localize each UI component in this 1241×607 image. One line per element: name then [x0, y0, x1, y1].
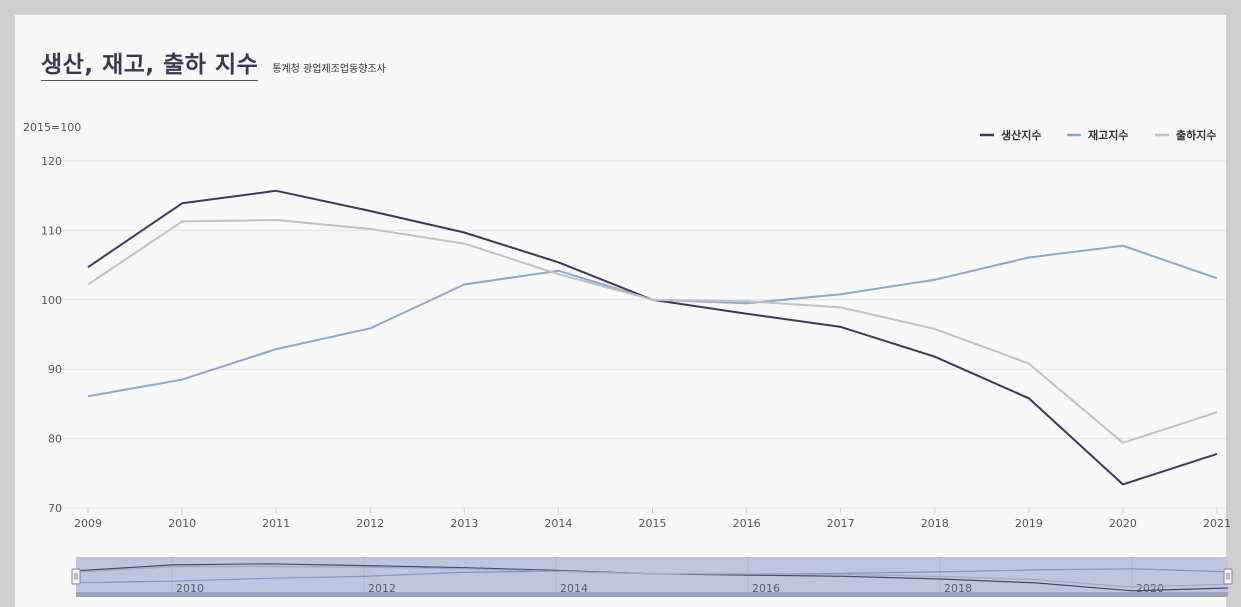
navigator-tick-label: 2020 [1136, 582, 1164, 595]
y-tick-label: 120 [41, 155, 62, 168]
x-tick-label: 2019 [1015, 517, 1043, 530]
chart-title: 생산, 재고, 출하 지수 [41, 45, 259, 81]
navigator-tick-label: 2014 [560, 582, 588, 595]
navigator-tick-label: 2012 [368, 582, 396, 595]
x-tick-label: 2014 [544, 517, 572, 530]
y-tick-label: 90 [48, 363, 62, 376]
series-line [87, 219, 1218, 444]
series-line [87, 244, 1218, 398]
x-tick-label: 2020 [1109, 517, 1137, 530]
y-unit-label: 2015=100 [23, 121, 81, 134]
x-tick-label: 2011 [262, 517, 290, 530]
x-tick-label: 2017 [827, 517, 855, 530]
navigator-series-line [75, 565, 1229, 588]
navigator-selection[interactable] [76, 557, 1228, 597]
y-tick-label: 110 [41, 224, 62, 237]
navigator-left-handle[interactable] [71, 568, 81, 585]
navigator-tick-label: 2010 [176, 582, 204, 595]
x-tick-label: 2009 [74, 517, 102, 530]
x-tick-label: 2012 [356, 517, 384, 530]
legend-item-label[interactable]: 재고지수 [1088, 128, 1128, 142]
legend-item-label[interactable]: 생산지수 [1001, 128, 1041, 142]
navigator-tick-label: 2016 [752, 582, 780, 595]
header: 생산, 재고, 출하 지수 통계청 광업제조업동향조사 [41, 45, 386, 81]
x-tick-label: 2018 [921, 517, 949, 530]
navigator-tick-label: 2018 [944, 582, 972, 595]
x-tick-label: 2010 [168, 517, 196, 530]
x-tick-label: 2016 [733, 517, 761, 530]
x-tick-label: 2013 [450, 517, 478, 530]
y-tick-label: 70 [48, 502, 62, 515]
y-tick-label: 100 [41, 294, 62, 307]
navigator-scrollbar[interactable] [76, 592, 1228, 597]
legend-item-label[interactable]: 출하지수 [1176, 128, 1216, 142]
series-line [87, 189, 1218, 486]
x-tick-label: 2021 [1203, 517, 1231, 530]
chart-source: 통계청 광업제조업동향조사 [272, 64, 386, 75]
x-tick-label: 2015 [639, 517, 667, 530]
y-tick-label: 80 [48, 433, 62, 446]
navigator-right-handle[interactable] [1223, 568, 1233, 585]
